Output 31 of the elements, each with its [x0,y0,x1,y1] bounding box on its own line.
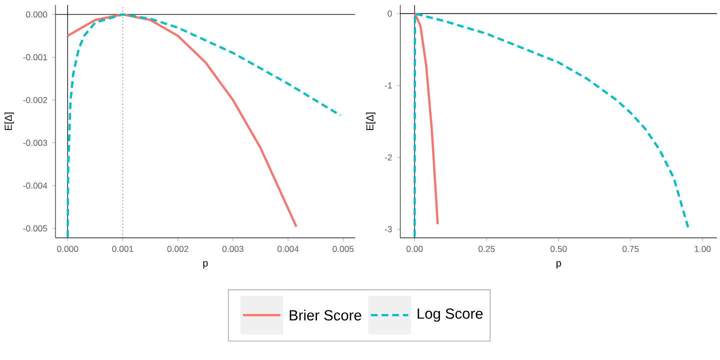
x-tick-label: 0.002 [167,246,188,252]
y-tick-label: -0.001 [23,54,48,60]
x-tick-label: 0.001 [112,246,134,252]
y-axis-title: E[Δ] [366,112,376,130]
y-tick-label: 0 [388,10,392,17]
x-axis-title: p [556,261,561,269]
y-tick-label: 0.000 [26,11,48,18]
y-tick-label: -0.004 [23,182,48,189]
line-series [414,12,690,238]
legend-label: Log Score [418,308,483,322]
y-tick-label: -1 [384,82,392,89]
x-tick-label: 0.003 [222,246,244,252]
y-tick-label: -3 [384,226,392,232]
line-series [66,13,342,238]
y-tick-label: -2 [384,154,392,160]
y-tick-label: -0.002 [23,97,48,104]
x-tick-label: 0.00 [406,246,423,252]
x-axis-title: p [203,261,208,269]
x-tick-label: 0.25 [478,246,495,252]
x-tick-label: 1.00 [694,246,711,252]
x-tick-label: 0.004 [278,246,299,252]
line-series [66,13,298,228]
y-tick-label: -0.003 [23,140,48,146]
x-tick-label: 0.000 [57,246,78,252]
legend-label: Brier Score [290,310,362,321]
line-series [414,12,439,226]
x-tick-label: 0.005 [332,246,354,252]
x-tick-label: 0.75 [622,246,639,252]
y-axis-title: E[Δ] [4,112,14,130]
x-tick-label: 0.50 [550,246,567,252]
y-tick-label: -0.005 [23,225,48,232]
